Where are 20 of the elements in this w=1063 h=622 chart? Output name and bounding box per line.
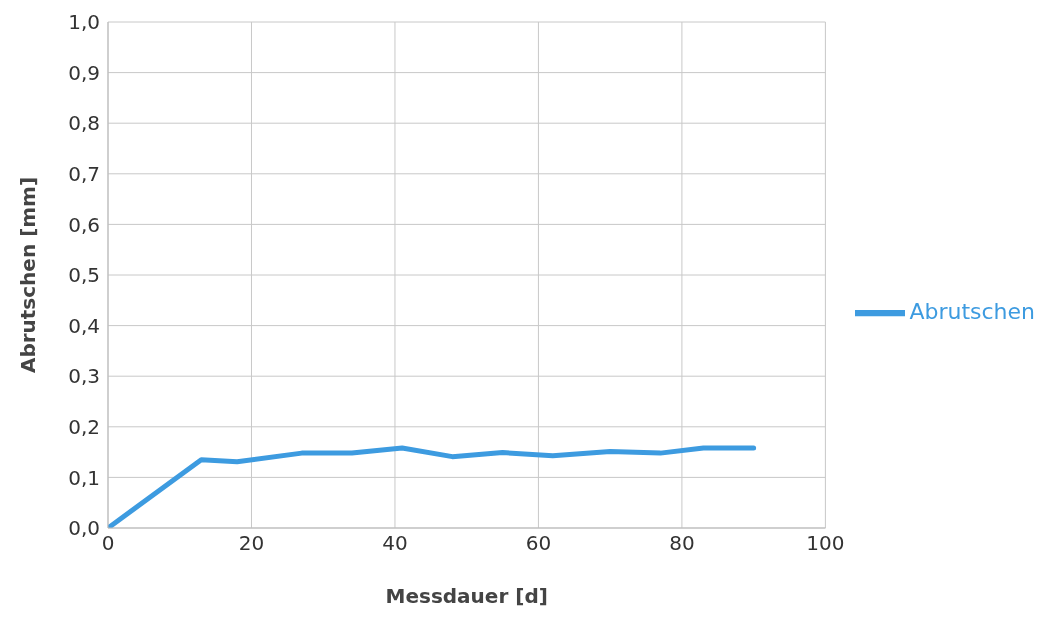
legend-label: Abrutschen xyxy=(909,299,1035,324)
x-tick-label: 40 xyxy=(382,531,408,556)
y-tick-label: 0,5 xyxy=(68,263,100,288)
x-axis-title: Messdauer [d] xyxy=(385,584,548,608)
y-tick-label: 0,1 xyxy=(68,465,100,490)
x-tick-label: 0 xyxy=(101,531,115,556)
x-tick-label: 80 xyxy=(669,531,695,556)
x-tick-label: 20 xyxy=(238,531,265,556)
y-tick-label: 0,7 xyxy=(68,161,100,186)
x-tick-label: 100 xyxy=(806,531,845,556)
y-tick-label: 0,0 xyxy=(68,516,100,541)
y-tick-label: 0,9 xyxy=(68,60,100,85)
y-tick-label: 0,4 xyxy=(68,313,100,338)
y-tick-label: 0,2 xyxy=(68,414,100,439)
y-tick-label: 0,6 xyxy=(68,212,100,237)
y-tick-label: 1,0 xyxy=(68,10,100,35)
y-axis-title: Abrutschen [mm] xyxy=(16,176,41,374)
y-tick-label: 0,8 xyxy=(68,111,100,136)
x-tick-label: 60 xyxy=(525,531,552,556)
y-tick-label: 0,3 xyxy=(68,364,100,389)
